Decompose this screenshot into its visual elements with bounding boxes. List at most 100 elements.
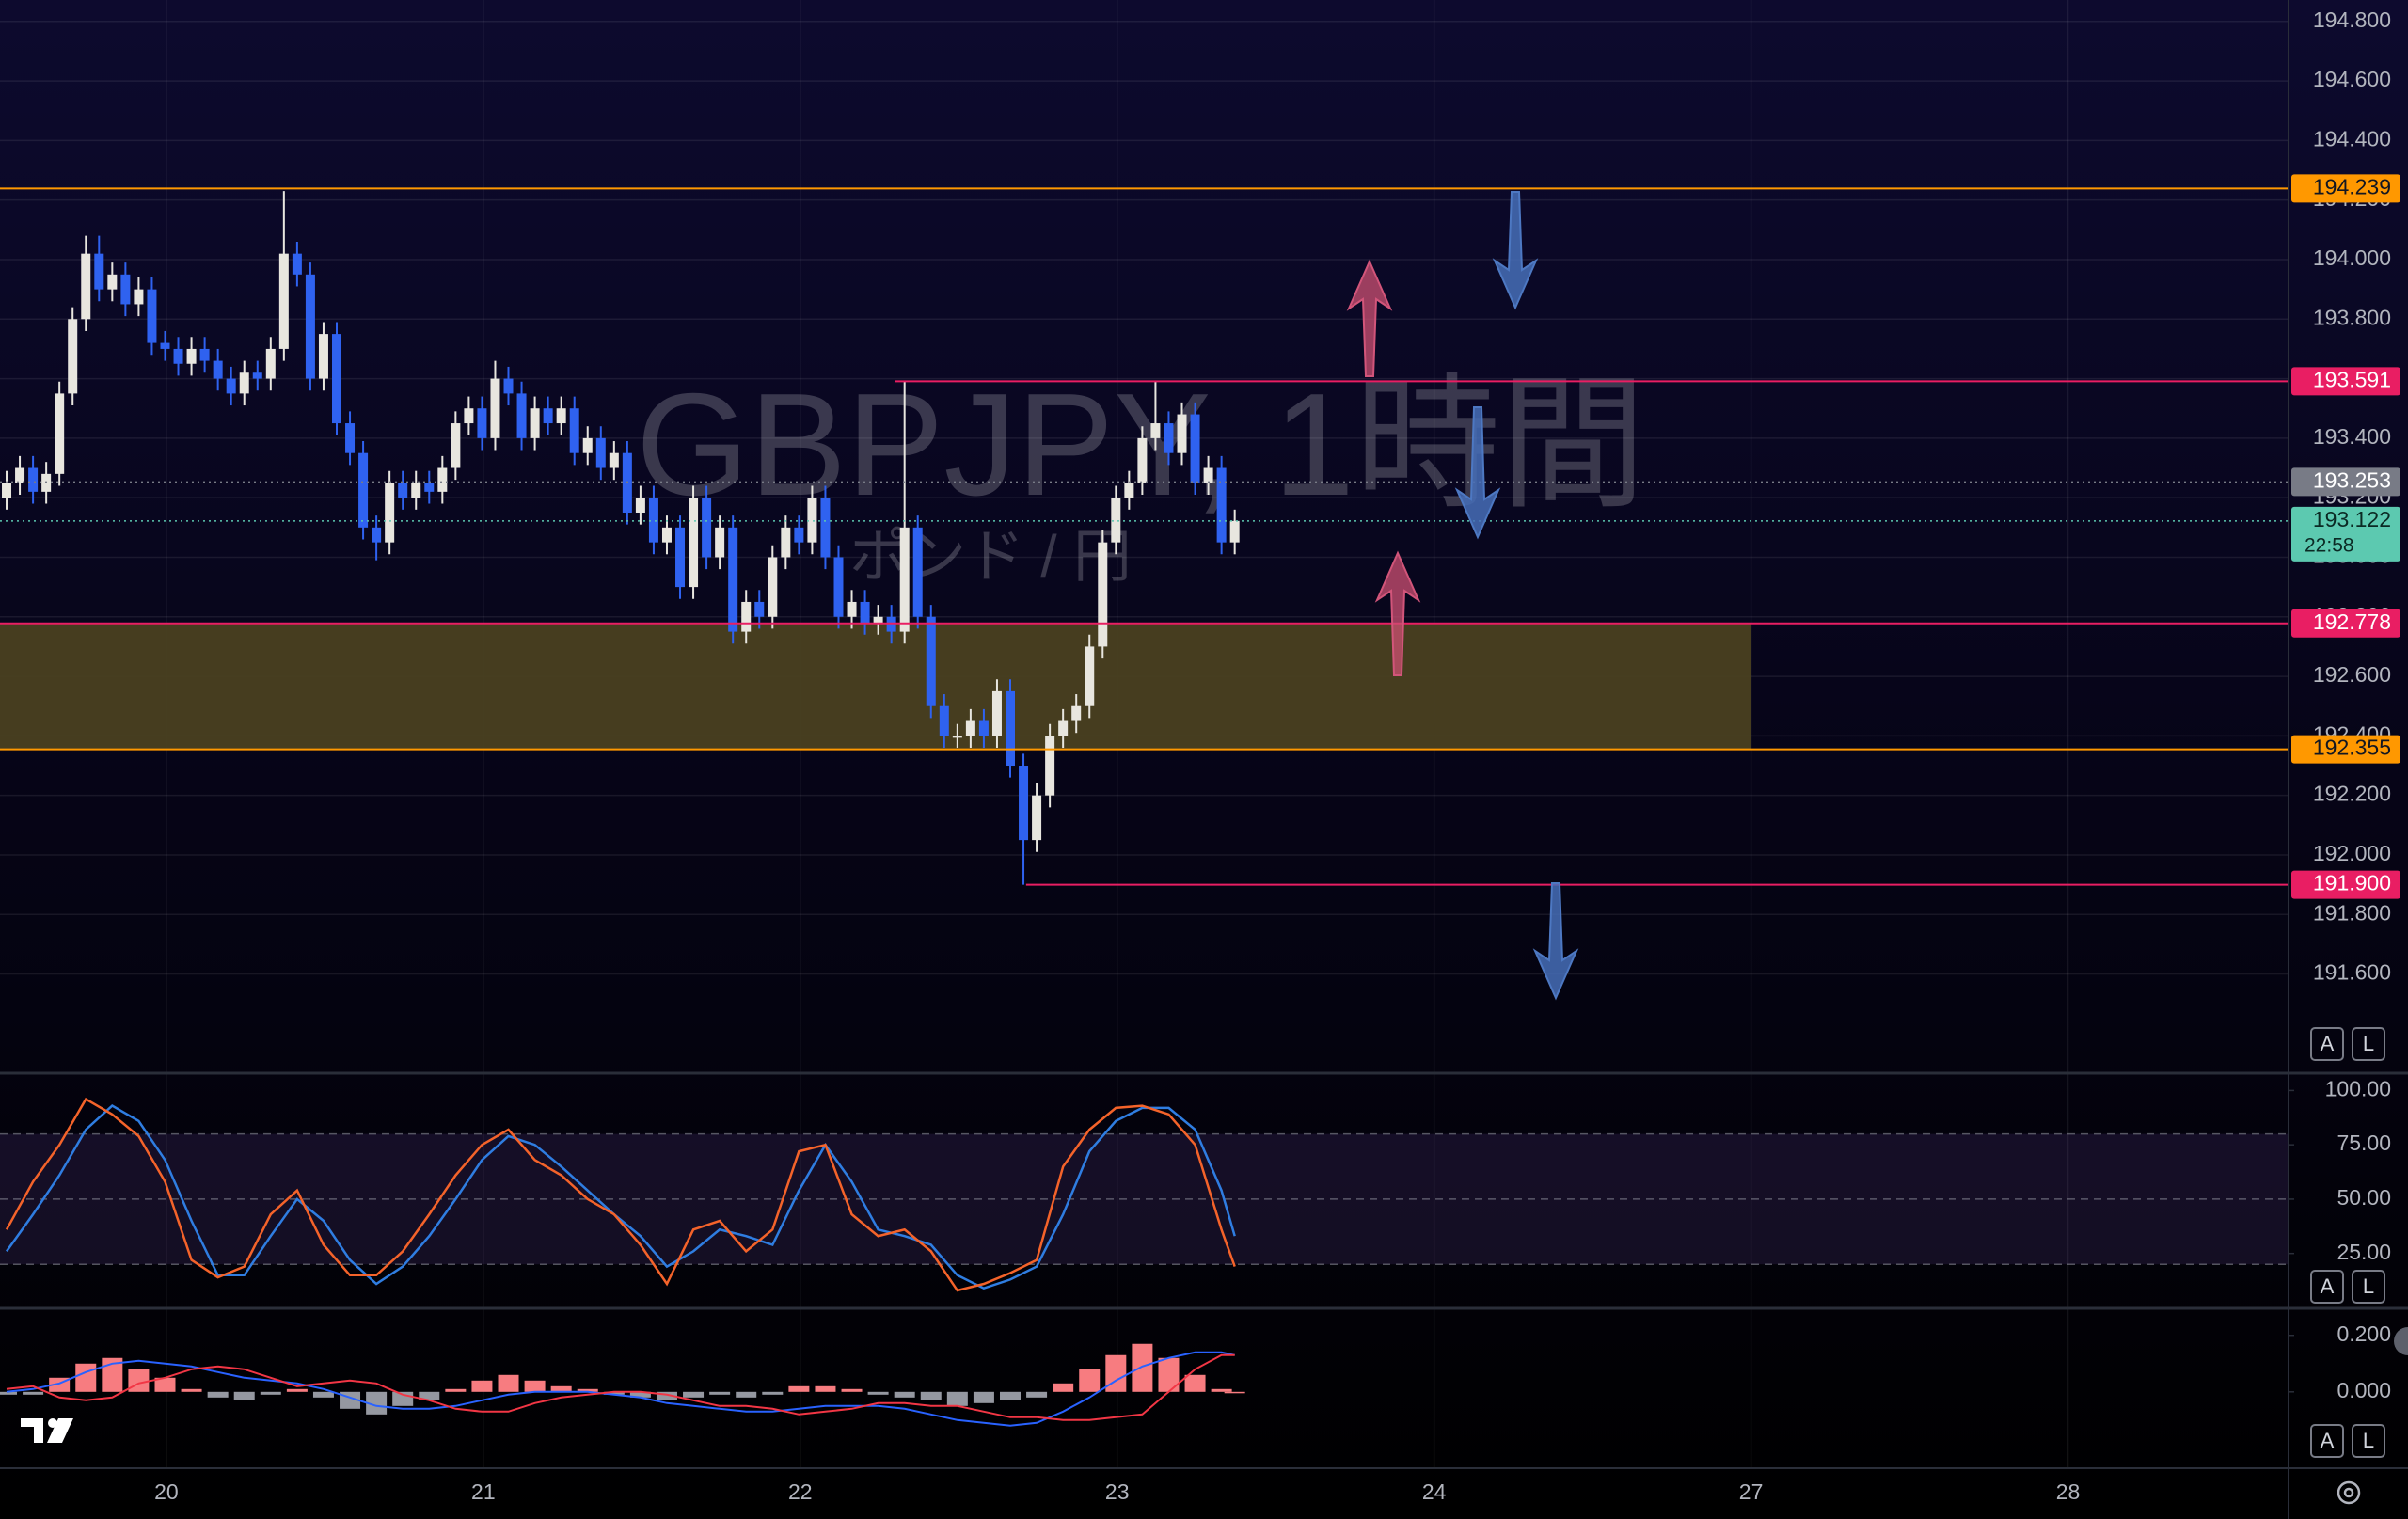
log-button[interactable] xyxy=(2352,1027,2385,1061)
histogram-bar xyxy=(75,1363,97,1392)
histogram-bar xyxy=(920,1391,942,1400)
candle-body xyxy=(1098,542,1108,647)
histogram-bar xyxy=(471,1380,493,1392)
histogram-bar xyxy=(1184,1374,1206,1392)
candle-body xyxy=(556,408,566,424)
auto-button[interactable] xyxy=(2310,1270,2344,1304)
x-tick-label: 23 xyxy=(1105,1479,1130,1504)
candle-body xyxy=(912,527,923,617)
logo-part xyxy=(48,1418,57,1428)
candle-body xyxy=(1229,520,1240,543)
log-button[interactable] xyxy=(2352,1270,2385,1304)
candle-body xyxy=(978,720,989,736)
candle-body xyxy=(715,527,725,558)
candle-body xyxy=(648,498,658,543)
auto-button-label[interactable]: A xyxy=(2321,1274,2335,1298)
candle-body xyxy=(1085,646,1095,706)
scale-buttons: A L A L A L xyxy=(2310,1027,2408,1505)
y-tick-label: 25.00 xyxy=(2337,1240,2391,1264)
x-tick-label: 22 xyxy=(788,1479,813,1504)
histogram-bar xyxy=(366,1391,388,1415)
candle-body xyxy=(411,483,421,498)
candle-body xyxy=(41,473,52,492)
candle-body xyxy=(609,452,619,468)
scroll-handle[interactable] xyxy=(2394,1327,2408,1355)
candle-body xyxy=(239,372,249,394)
auto-button-label[interactable]: A xyxy=(2321,1429,2335,1452)
candle-body xyxy=(860,601,870,624)
candle-body xyxy=(15,467,25,483)
histogram-bar xyxy=(1224,1391,1245,1394)
candle-body xyxy=(398,483,408,498)
histogram-bar xyxy=(260,1391,281,1395)
candle-body xyxy=(768,557,778,617)
log-button-label[interactable]: L xyxy=(2363,1032,2374,1055)
candle-body xyxy=(781,527,791,558)
candle-body xyxy=(199,348,210,361)
auto-button[interactable] xyxy=(2310,1027,2344,1061)
candle-body xyxy=(1058,720,1069,736)
histogram-bar xyxy=(181,1388,202,1392)
auto-button-label[interactable]: A xyxy=(2321,1032,2335,1055)
labels-layer: 20 21 22 23 24 27 28 194.800 194.600 194.400 194.2… xyxy=(154,8,2400,1504)
candle-body xyxy=(1150,423,1161,438)
down-arrow xyxy=(1532,882,1579,1001)
histogram-bar xyxy=(1053,1383,1074,1392)
settings-icon[interactable] xyxy=(2337,1480,2361,1505)
x-tick-label: 28 xyxy=(2056,1479,2081,1504)
auto-button[interactable] xyxy=(2310,1424,2344,1458)
countdown-label: 22:58 xyxy=(2305,534,2354,556)
candle-body xyxy=(702,498,712,558)
level-label: 191.900 xyxy=(2313,871,2391,895)
candle-body xyxy=(530,408,540,438)
histogram-bar xyxy=(207,1391,229,1398)
candle-body xyxy=(451,423,461,468)
candle-body xyxy=(28,467,39,492)
candle-body xyxy=(820,498,831,558)
log-button-label[interactable]: L xyxy=(2363,1429,2374,1452)
candle-body xyxy=(94,253,104,290)
y-tick-label: 192.200 xyxy=(2313,782,2391,806)
histogram-bar xyxy=(102,1357,123,1392)
histogram-bar xyxy=(973,1391,994,1403)
candle-body xyxy=(68,319,78,394)
y-tick-label: 194.600 xyxy=(2313,67,2391,91)
level-label: 192.778 xyxy=(2313,609,2391,634)
histogram-bar xyxy=(524,1380,546,1392)
logo-part xyxy=(47,1418,73,1443)
y-tick-label: 194.800 xyxy=(2313,8,2391,32)
tradingview-logo xyxy=(21,1418,73,1443)
candle-body xyxy=(1045,736,1055,796)
candle-body xyxy=(833,557,844,617)
candle-body xyxy=(728,527,738,632)
histogram-bar xyxy=(154,1377,176,1392)
candle-body xyxy=(991,690,1002,736)
log-button-label[interactable]: L xyxy=(2363,1274,2374,1298)
band-fill xyxy=(0,1133,2289,1265)
candle-body xyxy=(213,360,223,379)
histogram-bar xyxy=(1079,1369,1101,1392)
gear-inner[interactable] xyxy=(2343,1487,2354,1498)
previous-price-label: 193.253 xyxy=(2313,467,2391,492)
y-tick-label: 0.000 xyxy=(2337,1378,2391,1402)
candle-body xyxy=(437,467,448,492)
candle-body xyxy=(635,498,645,513)
candle-body xyxy=(516,393,527,438)
histogram-bar xyxy=(498,1374,519,1392)
histogram-bar xyxy=(815,1385,836,1392)
up-arrow xyxy=(1346,259,1393,377)
level-label-box xyxy=(2291,609,2400,638)
histogram-bar xyxy=(1211,1388,1232,1392)
candle-body xyxy=(794,527,804,543)
zone xyxy=(0,623,1751,750)
gear-outer[interactable] xyxy=(2337,1480,2361,1505)
macd-line xyxy=(6,1351,1235,1427)
histogram-bar xyxy=(841,1388,863,1392)
x-tick-label: 21 xyxy=(471,1479,496,1504)
log-button[interactable] xyxy=(2352,1424,2385,1458)
candle-body xyxy=(107,274,118,290)
candle-body xyxy=(807,498,817,543)
